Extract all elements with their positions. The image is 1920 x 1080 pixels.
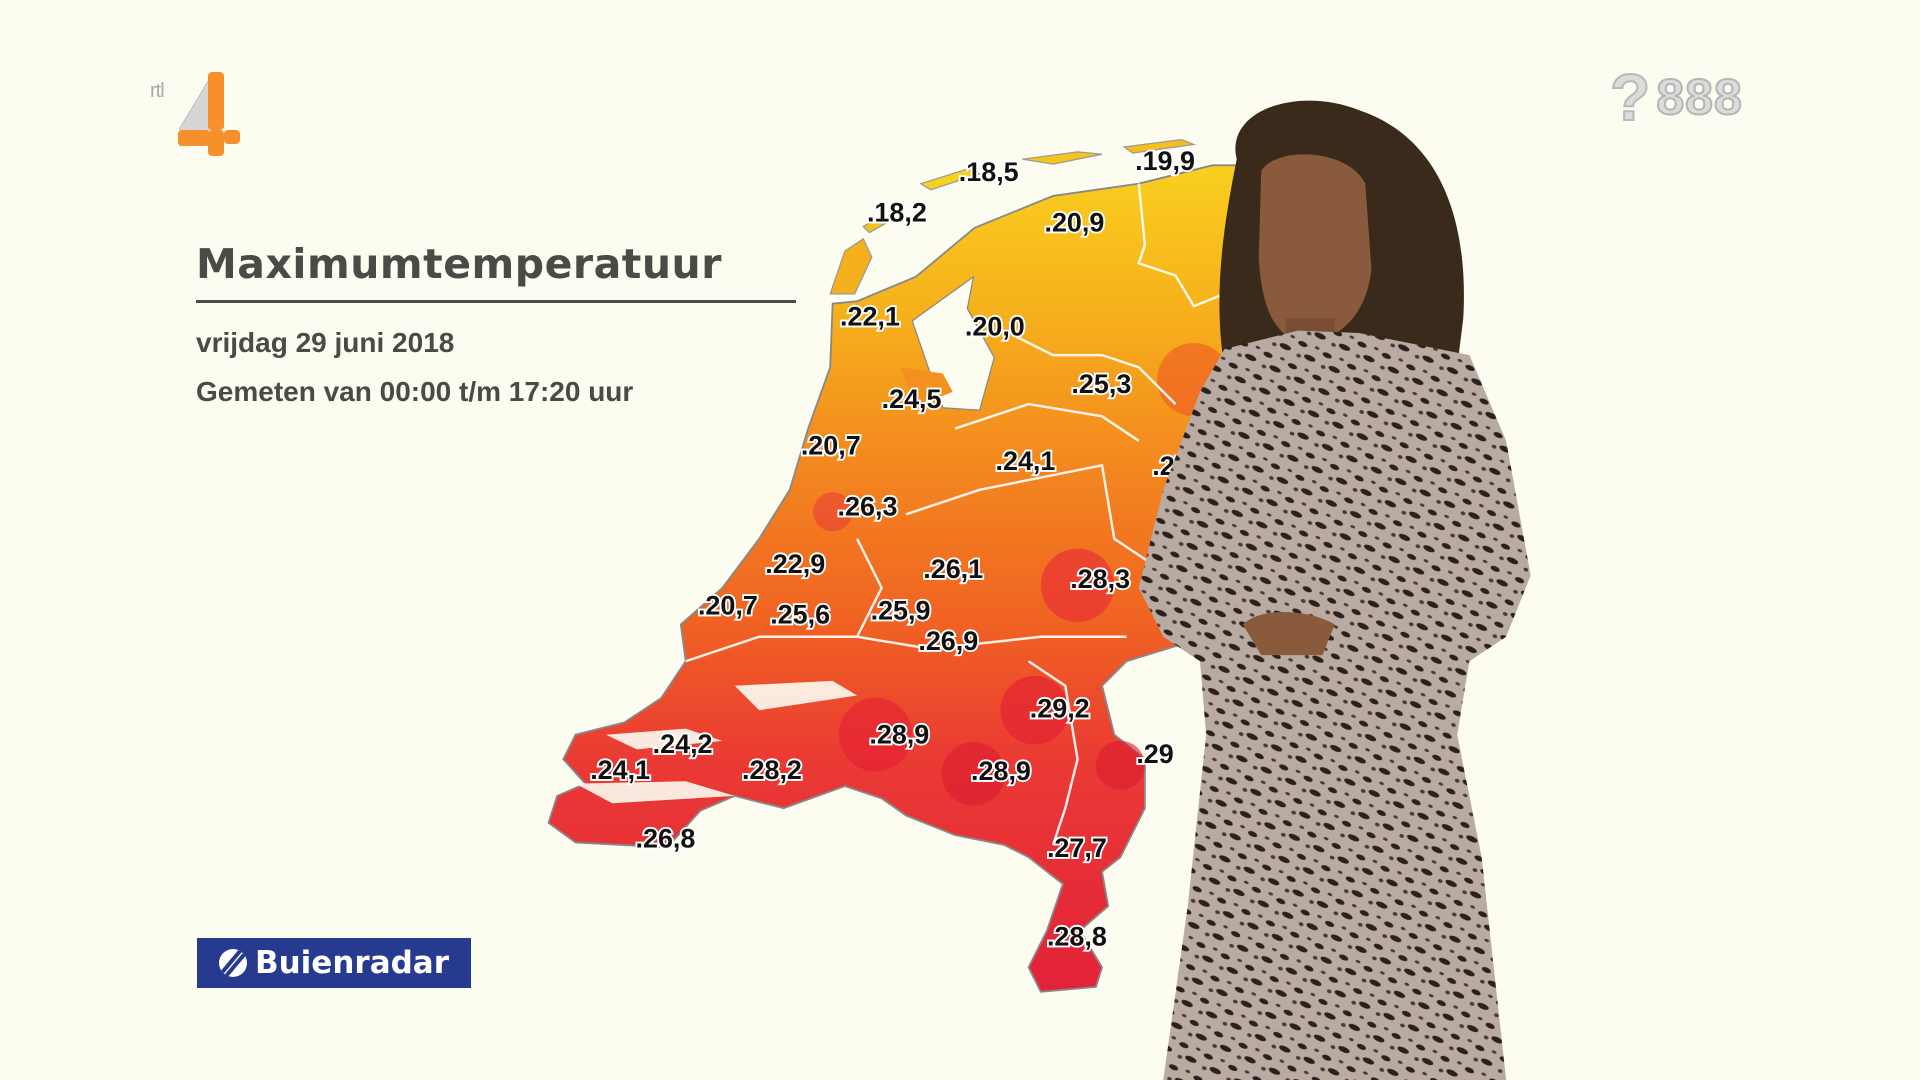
- station-label: .19,9: [1135, 146, 1195, 176]
- station-label: .25,6: [770, 599, 830, 629]
- buienradar-icon: [218, 949, 247, 977]
- netherlands-map: [547, 164, 1238, 993]
- station-label: .26,8: [636, 823, 696, 853]
- station-label: .28,9: [869, 719, 929, 749]
- station-label: .20,7: [801, 430, 861, 460]
- teletext-page-indicator: ? 888: [1609, 59, 1743, 135]
- station-labels: .18,5 .19,9 .18,2 .20,9 .22,1 .20,0 .25,…: [588, 144, 1196, 953]
- teletext-icon: ?: [1609, 59, 1651, 135]
- station-label: .18,5: [959, 157, 1019, 187]
- title-divider: [196, 300, 796, 303]
- station-label: .26,1: [923, 554, 983, 584]
- teletext-page-number: 888: [1655, 68, 1743, 126]
- presenter: [1138, 100, 1531, 1080]
- station-label: .27,7: [1047, 833, 1107, 863]
- station-label: .24,1: [590, 755, 650, 785]
- station-label: .20,0: [965, 312, 1025, 342]
- page-title: Maximumtemperatuur: [196, 240, 722, 288]
- wadden-islands: [829, 138, 1197, 295]
- station-label: .20,7: [698, 591, 758, 621]
- station-label: .29,2: [1030, 694, 1090, 724]
- period-text: Gemeten van 00:00 t/m 17:20 uur: [196, 376, 634, 407]
- station-label: .24,5: [882, 384, 942, 414]
- buienradar-logo: Buienradar: [197, 938, 471, 988]
- station-label: .28,3: [1070, 564, 1130, 594]
- station-label: .22,1: [840, 302, 900, 332]
- buienradar-label: Buienradar: [254, 945, 450, 981]
- station-label: .29: [1136, 739, 1173, 769]
- rtl4-logo: rtl: [150, 68, 250, 160]
- station-label: .25,9: [871, 596, 931, 626]
- station-label: .28,9: [971, 756, 1031, 786]
- station-label: .24,1: [996, 446, 1056, 476]
- station-label: .28,2: [742, 755, 802, 785]
- station-label: .26,9: [918, 626, 978, 656]
- station-label: .18,2: [867, 198, 927, 228]
- station-label: .25,3: [1071, 369, 1131, 399]
- date-text: vrijdag 29 juni 2018: [196, 327, 455, 358]
- station-label: .20,9: [1044, 207, 1104, 237]
- station-label: .26,3: [838, 492, 898, 522]
- station-label: .28,8: [1047, 921, 1107, 951]
- station-label: .22,9: [765, 549, 825, 579]
- station-label: .24,2: [653, 729, 713, 759]
- rtl-logo-text: rtl: [150, 80, 165, 102]
